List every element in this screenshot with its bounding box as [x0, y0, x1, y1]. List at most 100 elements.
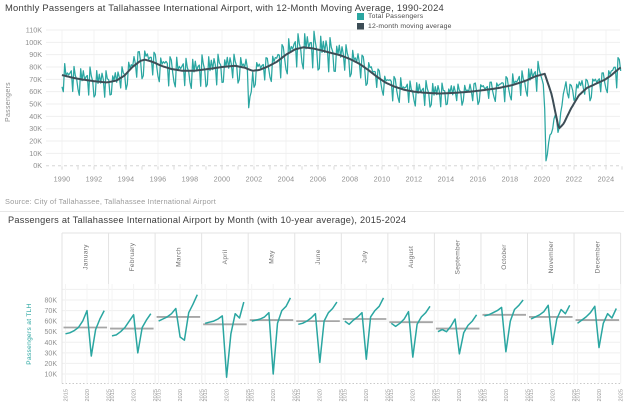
legend-label: 12-month moving average [368, 23, 452, 30]
facet-series-line [158, 294, 198, 341]
svg-text:2020: 2020 [178, 389, 184, 401]
svg-text:2025: 2025 [432, 389, 438, 401]
svg-text:2006: 2006 [310, 175, 327, 184]
svg-text:80K: 80K [29, 63, 42, 72]
svg-text:2020: 2020 [457, 389, 463, 401]
svg-text:2015: 2015 [296, 389, 302, 401]
svg-text:10K: 10K [45, 371, 58, 378]
facet-month-label: April [222, 249, 229, 264]
svg-text:2010: 2010 [374, 175, 391, 184]
svg-text:2015: 2015 [389, 389, 395, 401]
facet-series-line [204, 301, 245, 378]
facet-month-label: March [175, 247, 182, 267]
svg-text:2015: 2015 [203, 389, 209, 401]
facet-series-line [484, 299, 524, 353]
svg-text:2025: 2025 [386, 389, 392, 401]
bottom-chart-title: Passengers at Tallahassee International … [8, 215, 407, 225]
svg-text:100K: 100K [25, 38, 42, 47]
svg-text:2018: 2018 [502, 175, 519, 184]
svg-text:2015: 2015 [110, 389, 116, 401]
svg-text:70K: 70K [29, 75, 42, 84]
facet-month-label: December [594, 240, 601, 273]
facet-month-label: June [315, 249, 322, 265]
svg-text:2025: 2025 [153, 389, 159, 401]
svg-text:2015: 2015 [343, 389, 349, 401]
svg-text:60K: 60K [45, 319, 58, 326]
top-axes: 0K 10K 20K 30K 40K 50K 60K 70K 80K 90K 100K 110K 199… [5, 26, 623, 184]
facet-month-label: September [455, 239, 462, 274]
facet-series-line [437, 314, 478, 355]
svg-text:0K: 0K [33, 161, 42, 170]
legend-swatch [357, 23, 364, 30]
facet-series-line [65, 309, 105, 357]
svg-text:50K: 50K [29, 100, 42, 109]
svg-text:1998: 1998 [182, 175, 199, 184]
svg-text:2025: 2025 [618, 389, 624, 401]
svg-text:2025: 2025 [339, 389, 345, 401]
top-chart-canvas: 0K 10K 20K 30K 40K 50K 60K 70K 80K 90K 100K 110K 199… [5, 26, 623, 184]
svg-text:2025: 2025 [246, 389, 252, 401]
legend-label: Total Passengers [368, 13, 424, 20]
divider [0, 211, 624, 212]
moving-average-line [61, 46, 622, 130]
facet-series-line [344, 297, 385, 360]
facet-series-line [390, 305, 431, 358]
svg-text:2000: 2000 [214, 175, 231, 184]
svg-text:40K: 40K [45, 340, 58, 347]
facet-series-line [530, 304, 571, 346]
svg-text:1992: 1992 [86, 175, 103, 184]
svg-text:2015: 2015 [482, 389, 488, 401]
legend-item: 12-month moving average [357, 23, 452, 30]
legend: Total Passengers 12-month moving average [357, 13, 452, 33]
total-passengers-line [61, 30, 622, 162]
svg-text:2025: 2025 [199, 389, 205, 401]
svg-text:2015: 2015 [529, 389, 535, 401]
legend-item: Total Passengers [357, 13, 452, 20]
svg-text:2024: 2024 [598, 175, 615, 184]
svg-text:2020: 2020 [85, 389, 91, 401]
svg-text:2008: 2008 [342, 175, 359, 184]
facet-series-line [298, 301, 338, 364]
svg-text:Passengers at TLH: Passengers at TLH [26, 303, 33, 364]
svg-text:50K: 50K [45, 329, 58, 336]
svg-text:1996: 1996 [150, 175, 167, 184]
svg-text:60K: 60K [29, 87, 42, 96]
bottom-chart-canvas: 10K 20K 30K 40K 50K 60K 70K 80K January 2015 2020 2… [26, 232, 624, 401]
svg-text:30K: 30K [29, 124, 42, 133]
svg-text:2025: 2025 [525, 389, 531, 401]
svg-text:2020: 2020 [318, 389, 324, 401]
svg-text:2020: 2020 [131, 389, 137, 401]
legend-swatch [357, 13, 364, 20]
facet-month-label: July [362, 250, 369, 263]
svg-text:2015: 2015 [250, 389, 256, 401]
svg-text:90K: 90K [29, 50, 42, 59]
svg-text:1990: 1990 [54, 175, 71, 184]
svg-text:Passengers: Passengers [5, 82, 12, 122]
svg-text:80K: 80K [45, 298, 58, 305]
svg-text:2004: 2004 [278, 175, 295, 184]
top-chart-title: Monthly Passengers at Tallahassee Intern… [5, 2, 445, 13]
facet-series-line [577, 305, 617, 349]
svg-text:2016: 2016 [470, 175, 487, 184]
svg-text:30K: 30K [45, 350, 58, 357]
svg-text:2022: 2022 [566, 175, 583, 184]
svg-text:2015: 2015 [575, 389, 581, 401]
svg-text:20K: 20K [29, 137, 42, 146]
svg-text:40K: 40K [29, 112, 42, 121]
svg-text:2025: 2025 [106, 389, 112, 401]
svg-text:2020: 2020 [597, 389, 603, 401]
facet-axes: 10K 20K 30K 40K 50K 60K 70K 80K January 2015 2020 2… [26, 232, 624, 401]
svg-text:2012: 2012 [406, 175, 423, 184]
svg-text:2020: 2020 [550, 389, 556, 401]
svg-text:70K: 70K [45, 308, 58, 315]
svg-text:2020: 2020 [504, 389, 510, 401]
svg-text:2014: 2014 [438, 175, 455, 184]
facet-month-label: November [548, 240, 555, 273]
svg-text:2025: 2025 [572, 389, 578, 401]
svg-text:2002: 2002 [246, 175, 263, 184]
svg-text:2020: 2020 [534, 175, 551, 184]
facet-month-label: February [129, 242, 136, 271]
svg-text:2025: 2025 [293, 389, 299, 401]
svg-text:2015: 2015 [156, 389, 162, 401]
